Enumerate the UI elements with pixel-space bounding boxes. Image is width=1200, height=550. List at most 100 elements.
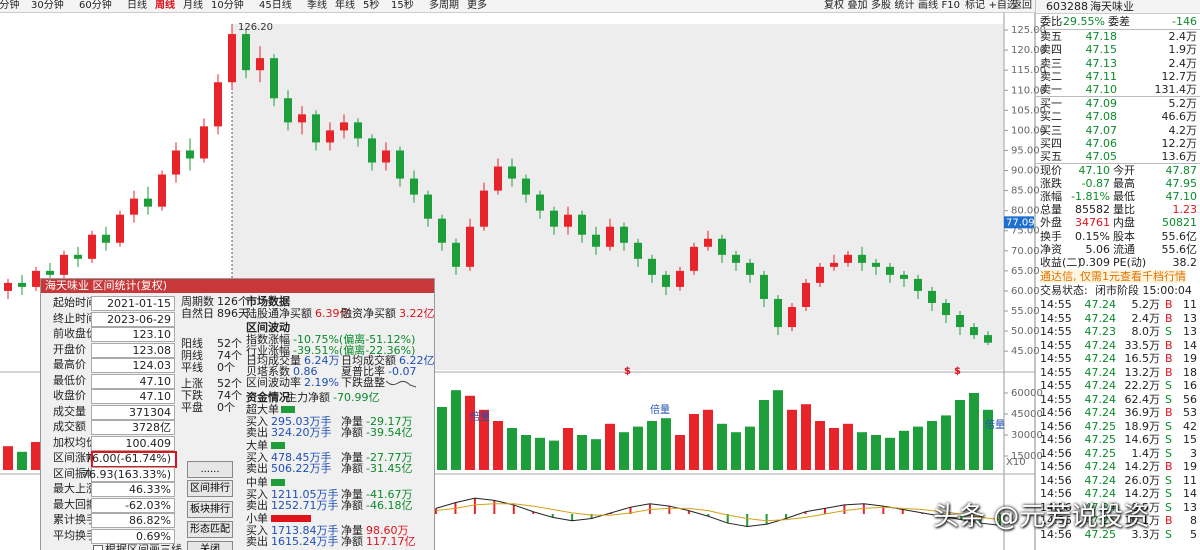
volume-bar	[857, 432, 867, 470]
candle-body	[760, 274, 768, 299]
tool-button[interactable]: 叠加	[847, 0, 868, 11]
count-value: 52个	[217, 337, 242, 350]
item-label: 净量	[341, 451, 363, 464]
tool-button[interactable]: 复权	[824, 0, 844, 11]
candle-body	[802, 282, 810, 307]
candle-body	[144, 198, 152, 207]
checkbox[interactable]	[93, 545, 103, 550]
candle-body	[774, 298, 782, 328]
item-value: -39.54亿	[366, 426, 413, 439]
trade-count: 19	[1183, 460, 1197, 473]
trade-time: 14:55	[1040, 365, 1072, 379]
item-value: 1713.84万手	[271, 524, 339, 537]
interval-stats-dialog: 海天味业 区间统计(复权) 起始时间 2021-01-15 终止时间 2023-06-2…	[40, 278, 435, 550]
trade-side: B	[1165, 298, 1173, 311]
stock-code: 603288	[1046, 0, 1088, 13]
period-tab[interactable]: 月线	[183, 0, 203, 11]
count-label: 阳线	[181, 337, 203, 350]
stat-label: 内盘	[1113, 216, 1135, 230]
item-value: 2.19%	[304, 376, 339, 389]
period-tab[interactable]: 10分钟	[211, 0, 244, 11]
period-tab[interactable]: 更多	[467, 0, 487, 11]
period-tab[interactable]: 周线	[155, 0, 175, 11]
stat-label: 现价	[1040, 164, 1062, 177]
field-box	[91, 327, 175, 342]
item-label: 净额	[341, 499, 363, 512]
candle-body	[452, 242, 460, 267]
stat-label: PE(动)	[1113, 255, 1147, 269]
item-value: 3.22亿	[399, 307, 435, 320]
tool-button[interactable]: 标记	[965, 0, 985, 11]
trend-line	[386, 380, 416, 388]
group-bar	[271, 479, 285, 486]
macd-bar	[532, 511, 535, 514]
trade-time: 14:55	[1040, 298, 1072, 311]
stat-label: 外盘	[1040, 216, 1062, 230]
candle-body	[634, 242, 642, 259]
candle-body	[158, 174, 166, 207]
book-price: 47.06	[1085, 136, 1118, 150]
period-tab[interactable]: 45日线	[259, 0, 292, 11]
item-value: -29.17万	[366, 415, 413, 428]
item-value: -27.77万	[366, 451, 413, 464]
stat-value: 47.10	[1078, 164, 1111, 177]
candle-body	[578, 214, 586, 235]
trade-volume: 2.4万	[1131, 311, 1161, 325]
label: 委差	[1108, 15, 1130, 28]
period-tab[interactable]: 30分钟	[31, 0, 64, 11]
book-label: 买一	[1040, 97, 1062, 110]
item-value: 478.45万手	[271, 451, 332, 464]
candle-body	[690, 246, 698, 271]
item-label: 融资净买额	[341, 307, 396, 320]
trade-time: 14:55	[1040, 352, 1072, 365]
button[interactable]: 关闭	[187, 541, 233, 550]
item-label: 净量	[341, 488, 363, 501]
count-label: 周期数	[181, 295, 214, 308]
tool-button[interactable]: 返回	[1012, 0, 1032, 11]
candle-body	[788, 306, 796, 328]
period-tab[interactable]: 日线	[127, 0, 147, 11]
tool-button[interactable]: 统计	[894, 0, 915, 11]
candle-body	[102, 234, 110, 243]
tool-button[interactable]: +自选	[988, 0, 1017, 11]
dialog-title: 海天味业 区间统计(复权)	[45, 279, 168, 292]
tool-button[interactable]: F10	[941, 0, 960, 11]
period-tab[interactable]: 5秒	[363, 0, 380, 11]
button[interactable]: 区间排行	[187, 480, 233, 497]
macd-bar	[979, 514, 982, 524]
candle-body	[732, 254, 740, 263]
volume-bar	[3, 446, 13, 470]
trade-price: 47.24	[1084, 500, 1117, 514]
stock-name: 海天味业	[1090, 0, 1134, 13]
trade-time: 14:56	[1040, 527, 1072, 541]
period-tab[interactable]: 季线	[307, 0, 327, 11]
tool-button[interactable]: 画线	[918, 0, 938, 11]
candle-body	[368, 138, 376, 163]
period-tab[interactable]: 15秒	[391, 0, 414, 11]
item-value: -31.45亿	[366, 462, 413, 475]
period-tab[interactable]: 多周期	[429, 0, 459, 11]
label: 主力净额	[286, 391, 330, 404]
period-tab[interactable]: 年线	[335, 0, 355, 11]
period-tab[interactable]: 5分钟	[0, 0, 20, 11]
stat-value: 47.10	[1165, 190, 1198, 204]
volume-bar	[773, 390, 783, 470]
tool-button[interactable]: 多股	[871, 0, 891, 11]
y-tick-label: 125.00	[1011, 25, 1046, 36]
trade-volume: 26.0万	[1124, 473, 1161, 487]
button[interactable]: ......	[187, 461, 233, 478]
count-value: 74个	[217, 349, 242, 362]
period-tab[interactable]: 60分钟	[79, 0, 112, 11]
item-value: 6.22亿	[399, 354, 435, 367]
button[interactable]: 板块排行	[187, 501, 233, 518]
field-value: 47.10	[139, 390, 172, 403]
trade-count: 14	[1183, 487, 1197, 500]
button[interactable]: 形态匹配	[187, 521, 233, 538]
trade-volume: 8.0万	[1131, 325, 1161, 338]
item-label: 净额	[341, 535, 363, 548]
trade-volume: 33.5万	[1124, 338, 1161, 352]
candle-body	[130, 198, 138, 215]
stat-label: 总量	[1040, 203, 1062, 217]
y-tick-label: 95.00	[1011, 145, 1040, 156]
count-value: 0个	[217, 361, 235, 374]
